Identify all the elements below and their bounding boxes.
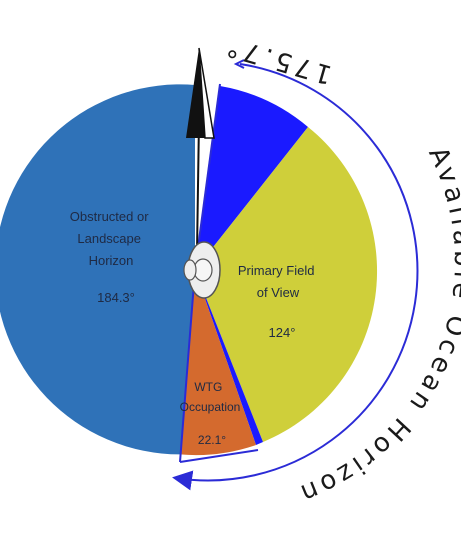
obstructed-value: 184.3° (97, 290, 135, 305)
ocean-boundary-line-bottom (179, 269, 196, 463)
available-ocean-value: 175.7° (220, 30, 335, 90)
primary-field-label: Primary Field of View (238, 263, 318, 300)
wtg-label: WTG Occupation (180, 380, 241, 414)
ocean-boundary-line-top (194, 83, 221, 271)
available-ocean-arc-start-arrow (233, 59, 245, 69)
available-ocean-arc (172, 63, 419, 491)
wtg-value: 22.1° (198, 433, 226, 447)
ocean-boundary-bracket (179, 449, 259, 463)
wtg-occupation-sector (180, 270, 256, 456)
north-line (196, 119, 200, 253)
north-arrow-icon (186, 47, 215, 139)
obstructed-sector (0, 84, 195, 455)
primary-field-sector (195, 127, 378, 442)
observer-figure-icon (183, 241, 221, 299)
primary-field-value: 124° (269, 325, 296, 340)
obstructed-label: Obstructed or Landscape Horizon (70, 209, 152, 268)
wtg-gap-wedge (195, 270, 263, 445)
ocean-blue-wedge (195, 86, 308, 270)
